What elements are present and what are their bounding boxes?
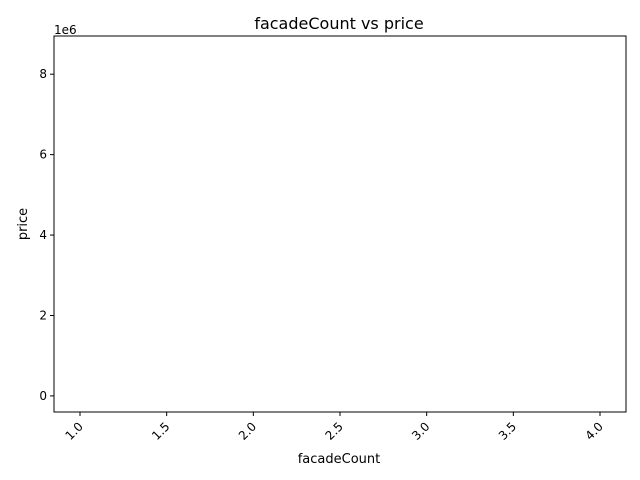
y-axis-label: price	[16, 208, 31, 240]
x-tick-label: 4.0	[582, 419, 605, 442]
y-axis-offset-label: 1e6	[54, 23, 77, 37]
x-tick-label: 2.5	[322, 419, 345, 442]
x-axis-label: facadeCount	[298, 452, 381, 467]
x-tick-label: 3.0	[409, 419, 432, 442]
plot-area	[53, 35, 627, 413]
y-tick-label: 0	[39, 389, 47, 403]
x-axis-ticks: 1.0 1.5 2.0 2.5 3.0 3.5 4.0	[62, 412, 606, 443]
y-tick-label: 6	[39, 148, 47, 162]
y-tick-label: 8	[39, 67, 47, 81]
x-tick-label: 3.5	[496, 419, 519, 442]
x-tick-label: 1.0	[62, 419, 85, 442]
y-axis-ticks: 0 2 4 6 8	[39, 67, 54, 403]
y-tick-label: 2	[39, 308, 47, 322]
x-tick-label: 1.5	[149, 419, 172, 442]
chart-title: facadeCount vs price	[254, 14, 423, 33]
x-tick-label: 2.0	[236, 419, 259, 442]
y-tick-label: 4	[39, 228, 47, 242]
